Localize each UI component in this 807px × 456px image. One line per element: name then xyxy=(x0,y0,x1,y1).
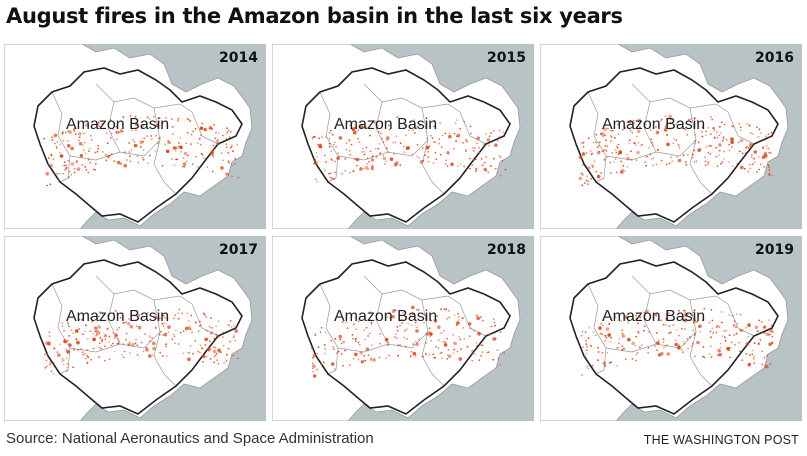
country-border xyxy=(153,107,177,195)
country-border xyxy=(95,83,193,113)
year-label: 2018 xyxy=(487,242,526,258)
land-area xyxy=(540,236,789,421)
year-label: 2014 xyxy=(219,50,258,66)
map-panel-2017: 2017 Amazon Basin xyxy=(4,236,266,421)
country-border xyxy=(587,283,607,375)
land-area xyxy=(540,44,789,229)
year-label: 2017 xyxy=(219,242,258,258)
basin-label: Amazon Basin xyxy=(334,116,438,133)
fire-points xyxy=(578,114,774,187)
country-border xyxy=(375,293,389,345)
year-label: 2015 xyxy=(487,50,526,66)
country-border xyxy=(153,299,177,387)
country-border xyxy=(459,111,487,145)
page-title: August fires in the Amazon basin in the … xyxy=(6,4,623,28)
basin-outline xyxy=(301,67,511,223)
fire-points xyxy=(311,305,506,378)
map-graphic xyxy=(272,236,521,421)
map-graphic xyxy=(4,236,253,421)
basin-outline xyxy=(33,67,243,223)
map-graphic xyxy=(272,44,521,229)
map-graphic xyxy=(4,44,253,229)
country-border xyxy=(727,303,755,337)
country-border xyxy=(643,101,657,153)
map-panel-2014: 2014 Amazon Basin xyxy=(4,44,266,229)
country-border xyxy=(643,293,657,345)
basin-label: Amazon Basin xyxy=(334,308,438,325)
basin-outline xyxy=(569,67,779,223)
country-border xyxy=(319,283,339,375)
map-panel-2018: 2018 Amazon Basin xyxy=(272,236,534,421)
country-border xyxy=(421,299,445,387)
country-border xyxy=(95,275,193,305)
map-graphic xyxy=(540,44,789,229)
country-border xyxy=(689,299,713,387)
country-border xyxy=(191,303,219,337)
map-panel-2016: 2016 Amazon Basin xyxy=(540,44,802,229)
country-border xyxy=(191,111,219,145)
map-graphic xyxy=(540,236,789,421)
basin-label: Amazon Basin xyxy=(602,116,706,133)
publisher-credit: THE WASHINGTON POST xyxy=(643,433,799,447)
basin-label: Amazon Basin xyxy=(66,116,170,133)
land-area xyxy=(4,44,253,229)
source-note: Source: National Aeronautics and Space A… xyxy=(6,430,374,447)
basin-outline xyxy=(301,259,511,415)
country-border xyxy=(51,91,71,183)
basin-outline xyxy=(569,259,779,415)
country-border xyxy=(375,101,389,153)
fire-points xyxy=(43,115,240,187)
country-border xyxy=(689,107,713,195)
country-border xyxy=(363,275,461,305)
basin-label: Amazon Basin xyxy=(66,308,170,325)
land-area xyxy=(4,236,253,421)
country-border xyxy=(727,111,755,145)
map-grid: 2014 Amazon Basin 2015 Amazon Basin 2016… xyxy=(4,44,802,422)
country-border xyxy=(631,83,729,113)
country-border xyxy=(107,101,121,153)
fire-points xyxy=(44,308,239,375)
map-panel-2015: 2015 Amazon Basin xyxy=(272,44,534,229)
basin-label: Amazon Basin xyxy=(602,308,706,325)
country-border xyxy=(363,83,461,113)
basin-outline xyxy=(33,259,243,415)
fire-points xyxy=(311,116,507,183)
map-panel-2019: 2019 Amazon Basin xyxy=(540,236,802,421)
year-label: 2016 xyxy=(755,50,794,66)
country-border xyxy=(631,275,729,305)
fire-points xyxy=(580,307,774,376)
year-label: 2019 xyxy=(755,242,794,258)
land-area xyxy=(272,236,521,421)
